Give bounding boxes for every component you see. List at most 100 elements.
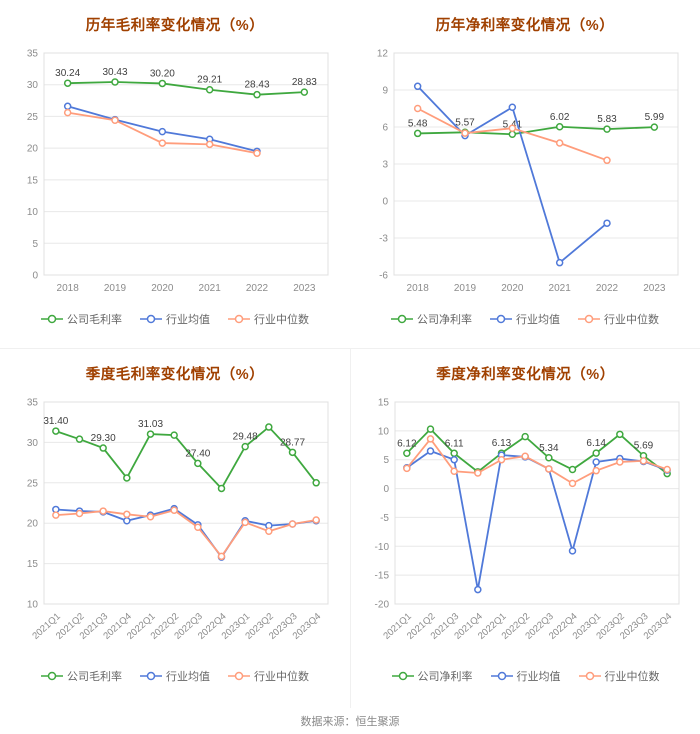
data-point	[413, 104, 422, 113]
data-point	[473, 469, 482, 477]
legend-item-industry_median[interactable]: 行业中位数	[228, 668, 309, 684]
y-tick-label: 30	[27, 80, 39, 91]
chart-title-quarterly-gross-margin: 季度毛利率变化情况（%）	[85, 367, 265, 383]
series-industry_median	[413, 104, 611, 165]
data-label: 30.43	[102, 67, 127, 78]
series-industry_avg	[413, 82, 611, 267]
panel-annual-net-margin: 历年净利率变化情况（%） -6 -3 0 3 6 9 12 2018 2019 2020 2021 2…	[350, 0, 700, 348]
data-point	[158, 127, 167, 136]
data-point	[603, 219, 611, 227]
legend-item-industry_median[interactable]: 行业中位数	[228, 311, 309, 327]
data-point	[241, 518, 249, 527]
chart-title-annual-net-margin: 历年净利率变化情况（%）	[435, 18, 615, 34]
data-point	[508, 130, 517, 139]
legend-item-company[interactable]: 公司净利率	[391, 668, 473, 684]
data-point	[52, 427, 60, 435]
data-label: 31.03	[138, 419, 163, 430]
data-point	[63, 108, 72, 117]
data-source-note: 数据来源：恒生聚源	[300, 716, 400, 728]
series-industry_median	[402, 435, 671, 488]
y-tick-label: 12	[377, 49, 389, 60]
y-tick-label: 10	[27, 600, 39, 611]
data-point	[63, 102, 72, 111]
data-point	[555, 139, 564, 147]
grid-lines: 0 5 10 15 20 25 30 35	[27, 49, 329, 282]
data-point	[508, 124, 517, 132]
legend-line-circle-marker	[140, 314, 162, 324]
y-tick-label: 9	[382, 86, 388, 97]
data-point	[568, 479, 576, 488]
data-point	[194, 523, 202, 531]
y-tick-label: -6	[379, 271, 388, 282]
data-point	[99, 507, 107, 515]
legend-item-industry_median[interactable]: 行业中位数	[578, 668, 660, 684]
data-label: 29.48	[233, 432, 258, 443]
annual-net-margin-legend: 公司净利率 行业均值 行业中位数	[350, 311, 700, 327]
data-label: 6.14	[586, 438, 606, 449]
y-tick-label: 10	[377, 426, 389, 437]
grid-lines: -20 -15 -10 -5 0 5 10 15	[374, 398, 679, 611]
series-industry_avg	[52, 504, 320, 561]
x-axis-labels: 2018 2019 2020 2021 2022 2023	[57, 283, 316, 294]
panel-quarterly-net-margin: 季度净利率变化情况（%） -20 -15 -10 -5 0 5 10 15 2021Q1 2021…	[350, 348, 700, 708]
legend-item-industry_avg[interactable]: 行业均值	[490, 668, 561, 684]
data-label: 5.99	[645, 112, 665, 123]
y-tick-label: 5	[383, 455, 389, 466]
legend-line-circle-marker	[578, 314, 600, 324]
data-point	[650, 123, 659, 131]
data-point	[544, 465, 553, 473]
data-point	[312, 516, 320, 524]
legend-item-company[interactable]: 公司毛利率	[41, 668, 122, 684]
legend-item-company[interactable]: 公司毛利率	[41, 311, 122, 327]
data-point	[253, 90, 261, 99]
legend-label: 行业中位数	[604, 314, 659, 326]
data-point	[449, 449, 458, 458]
legend-line-circle-marker	[140, 671, 162, 681]
data-point	[615, 458, 624, 466]
legend-item-industry_avg[interactable]: 行业均值	[140, 668, 210, 684]
data-point	[123, 510, 131, 519]
data-point	[413, 129, 422, 138]
legend-label: 行业均值	[516, 671, 561, 683]
data-point	[52, 511, 60, 519]
data-label: 6.11	[444, 438, 463, 449]
data-point	[497, 455, 505, 464]
data-point	[603, 156, 611, 165]
charts-grid: 历年毛利率变化情况（%） 0 5 10 15 20 25 30 35 2018 2019 2020 2…	[0, 0, 700, 708]
legend-item-industry_median[interactable]: 行业中位数	[578, 311, 659, 327]
data-label: 5.83	[597, 114, 617, 125]
data-point	[146, 430, 155, 438]
y-tick-label: 30	[27, 438, 39, 449]
legend-item-company[interactable]: 公司净利率	[391, 311, 472, 327]
quarterly-gross-margin-chart: 10 15 20 25 30 35 2021Q12021Q22021Q32021Q42022…	[27, 398, 329, 642]
data-point	[75, 435, 84, 443]
x-tick-label: 2021	[549, 283, 572, 294]
data-point	[111, 78, 119, 86]
legend-line-circle-marker	[391, 671, 414, 681]
panel-quarterly-gross-margin: 季度毛利率变化情况（%） 10 15 20 25 30 35 2021Q1 2021Q2 202…	[0, 348, 350, 708]
data-point	[265, 527, 273, 536]
legend-label: 行业均值	[166, 671, 210, 683]
x-tick-label: 2021	[199, 283, 222, 294]
data-point	[603, 125, 611, 133]
data-label: 29.21	[197, 75, 222, 86]
legend-item-industry_avg[interactable]: 行业均值	[140, 311, 210, 327]
y-tick-label: 15	[27, 559, 39, 570]
data-point	[449, 455, 458, 464]
data-label: 5.34	[539, 443, 559, 454]
legend-item-industry_avg[interactable]: 行业均值	[490, 311, 560, 327]
data-point	[123, 517, 131, 525]
quarterly-gross-margin-legend: 公司毛利率 行业均值 行业中位数	[0, 668, 350, 684]
x-tick-label: 2022	[246, 283, 269, 294]
data-label: 6.02	[550, 112, 570, 123]
data-point	[402, 464, 411, 473]
y-tick-label: 0	[383, 484, 389, 495]
y-tick-label: 10	[27, 207, 39, 218]
data-point	[170, 431, 178, 439]
data-point	[194, 459, 202, 468]
data-label: 27.40	[185, 448, 210, 459]
annual-gross-margin-chart: 0 5 10 15 20 25 30 35 2018 2019 2020 2021 2022 2023 30…	[27, 49, 329, 294]
data-label: 5.69	[633, 441, 653, 452]
y-tick-label: 0	[382, 197, 388, 208]
data-point	[426, 447, 434, 455]
